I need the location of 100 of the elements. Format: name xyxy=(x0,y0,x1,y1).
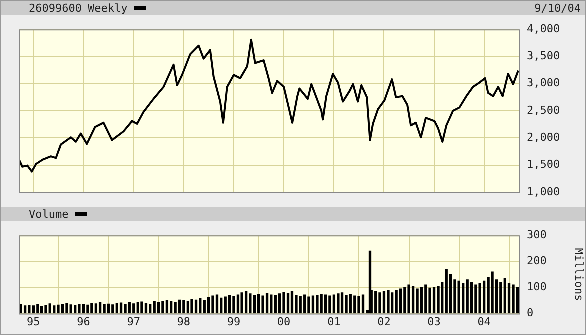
bar xyxy=(149,304,152,314)
bar xyxy=(103,304,106,314)
bar xyxy=(162,301,164,314)
bar xyxy=(153,300,156,314)
bar xyxy=(257,294,260,314)
bar xyxy=(78,304,81,314)
bar xyxy=(362,294,365,314)
bar xyxy=(504,278,506,314)
bar xyxy=(304,294,306,314)
x-tick-label: 01 xyxy=(328,315,341,328)
bar xyxy=(478,283,482,314)
bar xyxy=(157,302,160,314)
bar xyxy=(203,300,206,314)
bar xyxy=(128,302,131,314)
bar xyxy=(491,272,494,314)
bar xyxy=(20,304,22,314)
bar xyxy=(395,290,398,314)
y-tick-label: 1,500 xyxy=(527,158,560,172)
bar xyxy=(358,296,360,314)
bar xyxy=(299,296,302,314)
bar xyxy=(24,306,27,314)
bar xyxy=(190,299,194,314)
bar xyxy=(236,294,240,314)
bar xyxy=(244,291,248,314)
x-tick-label: 97 xyxy=(127,315,141,328)
bar xyxy=(428,288,432,314)
chart-title: 26099600 xyxy=(29,2,82,14)
y-tick-label: 4,000 xyxy=(527,22,560,36)
x-tick-label: 96 xyxy=(77,315,90,328)
x-tick-label: 00 xyxy=(277,315,291,328)
y-tick-label: 2,000 xyxy=(527,130,560,144)
bar xyxy=(387,290,390,314)
x-tick-label: 02 xyxy=(378,315,391,328)
bar xyxy=(340,292,344,314)
y-tick-label: 300 xyxy=(527,228,547,242)
bar xyxy=(337,294,340,314)
x-tick-label: 98 xyxy=(177,315,191,328)
bar xyxy=(182,300,186,314)
bar xyxy=(354,296,356,314)
bar xyxy=(432,287,436,314)
x-tick-label: 95 xyxy=(27,315,40,328)
bar xyxy=(61,304,64,314)
bar xyxy=(70,304,72,314)
bar xyxy=(470,282,474,314)
bar xyxy=(220,298,223,314)
y-tick-label: 1,000 xyxy=(527,185,560,198)
bar xyxy=(90,303,94,314)
bar xyxy=(57,304,60,314)
bar xyxy=(516,287,519,314)
bar xyxy=(332,294,336,314)
bar xyxy=(445,269,448,314)
bar xyxy=(274,295,277,314)
bar xyxy=(512,284,515,314)
bar xyxy=(86,304,90,314)
bar xyxy=(186,301,190,314)
bar xyxy=(140,302,144,314)
bar xyxy=(374,291,378,314)
bar xyxy=(382,291,386,314)
bar xyxy=(40,306,44,314)
bar xyxy=(286,293,290,314)
bar xyxy=(312,296,315,314)
y-tick-label: 0 xyxy=(527,306,534,320)
bar xyxy=(500,282,502,314)
bar xyxy=(36,304,40,314)
bar xyxy=(390,292,394,314)
bar xyxy=(107,304,110,314)
bar xyxy=(328,296,332,314)
bar xyxy=(482,280,486,314)
bar xyxy=(404,287,406,314)
bar xyxy=(378,292,382,314)
bar xyxy=(174,302,177,314)
bar xyxy=(308,296,310,314)
bar xyxy=(216,294,219,314)
bar xyxy=(136,302,140,314)
bar xyxy=(462,283,465,314)
bar xyxy=(112,304,114,314)
bar xyxy=(48,304,52,314)
bar xyxy=(212,296,214,314)
bar xyxy=(290,291,294,314)
bar xyxy=(316,295,319,314)
bar xyxy=(74,305,77,314)
bar xyxy=(132,304,136,314)
bar xyxy=(120,302,123,314)
bar xyxy=(228,295,232,314)
bar xyxy=(253,295,256,314)
bar xyxy=(170,301,173,314)
bar xyxy=(345,295,348,314)
bar xyxy=(94,304,98,314)
bar xyxy=(166,300,169,314)
bar xyxy=(144,303,148,314)
y-tick-label: 2,500 xyxy=(527,104,560,117)
bar xyxy=(441,282,444,314)
bar xyxy=(320,294,323,314)
bar xyxy=(224,296,227,314)
bar xyxy=(116,303,118,314)
bar xyxy=(44,305,48,314)
bar xyxy=(178,300,182,314)
x-tick-label: 99 xyxy=(227,315,241,328)
bar xyxy=(98,302,102,314)
y-tick-label: 3,500 xyxy=(527,50,560,63)
